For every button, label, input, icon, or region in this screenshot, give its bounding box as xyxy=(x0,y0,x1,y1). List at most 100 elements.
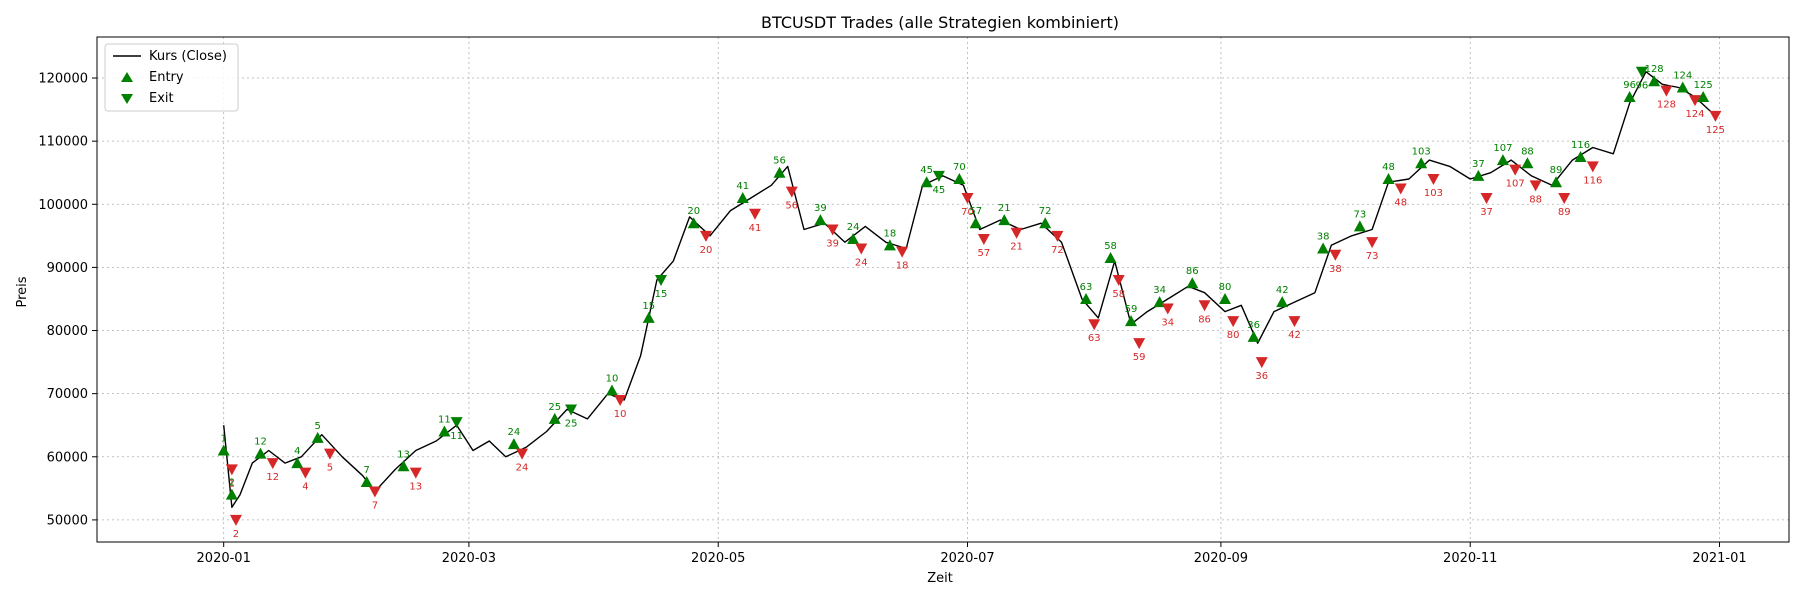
exit-trade-label: 125 xyxy=(1706,125,1725,136)
exit-marker xyxy=(1329,249,1342,261)
chart-title: BTCUSDT Trades (alle Strategien kombinie… xyxy=(761,13,1119,32)
entry-trade-label: 38 xyxy=(1317,231,1330,242)
exit-marker xyxy=(1227,316,1240,328)
exit-marker xyxy=(229,514,242,526)
y-tick-label: 110000 xyxy=(38,135,88,150)
exit-marker xyxy=(1394,183,1407,195)
entry-trade-label: 42 xyxy=(1276,285,1289,296)
exit-trade-label: 42 xyxy=(1288,330,1301,341)
exit-trade-label: 15 xyxy=(655,289,668,300)
entry-trade-label: 56 xyxy=(773,156,786,167)
entry-trade-label: 13 xyxy=(397,449,410,460)
entry-marker xyxy=(1353,220,1366,232)
exit-trade-label: 80 xyxy=(1227,330,1240,341)
exit-marker xyxy=(1366,237,1379,249)
entry-trade-label: 20 xyxy=(687,206,700,217)
exit-trade-label: 1 xyxy=(229,478,235,489)
exit-trade-label: 38 xyxy=(1329,264,1342,275)
entry-marker xyxy=(1648,75,1661,87)
exit-trade-label: 56 xyxy=(785,201,798,212)
exit-marker xyxy=(699,230,712,242)
entry-marker xyxy=(953,173,966,185)
exit-marker xyxy=(896,246,909,258)
x-axis-title: Zeit xyxy=(927,571,953,586)
x-tick-label: 2021-01 xyxy=(1692,551,1746,566)
y-tick-label: 60000 xyxy=(47,450,88,465)
entry-trade-label: 5 xyxy=(315,421,321,432)
entry-trade-label: 107 xyxy=(1493,143,1512,154)
exit-trade-label: 41 xyxy=(749,223,762,234)
exit-marker xyxy=(1586,161,1599,173)
exit-marker xyxy=(1198,300,1211,312)
legend-label-entry: Entry xyxy=(149,70,184,85)
exit-marker xyxy=(266,458,279,470)
y-tick-label: 50000 xyxy=(47,513,88,528)
entry-marker xyxy=(1080,292,1093,304)
exit-trade-label: 70 xyxy=(961,207,974,218)
exit-marker xyxy=(1709,110,1722,122)
exit-marker xyxy=(1689,95,1701,107)
entry-marker xyxy=(1415,157,1428,169)
entry-marker xyxy=(1125,315,1137,327)
entry-trade-label: 34 xyxy=(1153,285,1166,296)
exit-marker xyxy=(323,448,336,460)
exit-trade-label: 128 xyxy=(1657,100,1676,111)
entry-marker xyxy=(1317,242,1330,254)
exit-trade-label: 4 xyxy=(302,482,308,493)
exit-trade-label: 11 xyxy=(450,431,463,442)
x-tick-label: 2020-05 xyxy=(691,551,745,566)
legend-exit-swatch xyxy=(121,94,133,104)
exit-marker xyxy=(1288,316,1301,328)
exit-trade-label: 34 xyxy=(1161,317,1174,328)
exit-marker xyxy=(826,224,839,236)
entry-trade-label: 2 xyxy=(229,478,235,489)
entry-trade-label: 24 xyxy=(847,222,860,233)
exit-trade-label: 88 xyxy=(1529,194,1542,205)
entry-marker xyxy=(1676,81,1689,93)
exit-trade-label: 72 xyxy=(1051,245,1064,256)
entry-trade-label: 25 xyxy=(548,402,561,413)
entry-trade-label: 10 xyxy=(606,374,619,385)
exit-trade-label: 89 xyxy=(1558,207,1571,218)
x-tick-label: 2020-09 xyxy=(1194,551,1248,566)
entry-marker xyxy=(847,233,860,244)
exit-marker xyxy=(1480,192,1493,204)
entry-trade-label: 128 xyxy=(1645,64,1664,75)
price-line xyxy=(223,71,1716,508)
exit-marker xyxy=(655,275,667,287)
entry-marker xyxy=(1219,292,1231,304)
exit-trade-label: 45 xyxy=(933,185,946,196)
entry-marker xyxy=(773,166,786,178)
entry-marker xyxy=(507,438,520,450)
exit-trade-label: 24 xyxy=(855,257,868,268)
exit-trade-label: 24 xyxy=(516,463,529,474)
entry-trade-label: 125 xyxy=(1694,80,1713,91)
exit-trade-label: 73 xyxy=(1366,251,1379,262)
entry-trade-label: 57 xyxy=(969,206,982,217)
exit-trade-label: 12 xyxy=(266,472,279,483)
entry-marker xyxy=(1623,90,1636,102)
entry-marker xyxy=(1039,217,1052,229)
entry-marker xyxy=(1104,251,1117,263)
entry-marker xyxy=(920,176,933,188)
entry-marker xyxy=(217,444,230,456)
entry-trade-label: 37 xyxy=(1472,159,1485,170)
exit-marker xyxy=(565,404,578,416)
entry-marker xyxy=(814,214,827,226)
entry-trade-label: 24 xyxy=(508,427,521,438)
entry-marker xyxy=(311,431,324,443)
tick-layer: 5000060000700008000090000100000110000120… xyxy=(38,72,1746,566)
legend: Kurs (Close) Entry Exit xyxy=(104,43,239,112)
exit-marker xyxy=(1509,164,1522,176)
entry-trade-label: 80 xyxy=(1219,282,1232,293)
entry-marker xyxy=(1276,296,1289,308)
entry-trade-label: 12 xyxy=(254,437,267,448)
entry-trade-label: 15 xyxy=(642,301,655,312)
plot-frame xyxy=(96,36,1790,543)
y-axis-title: Preis xyxy=(15,276,30,307)
entry-marker xyxy=(687,217,700,229)
y-tick-label: 80000 xyxy=(47,324,88,339)
exit-trade-label: 48 xyxy=(1394,198,1407,209)
